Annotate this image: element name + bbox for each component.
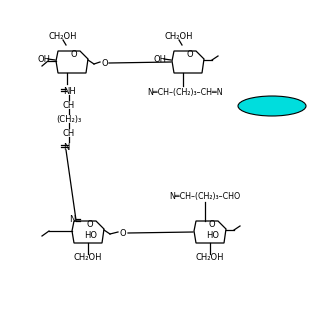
Text: CH₂OH: CH₂OH [165,31,193,41]
Text: N: N [63,142,69,151]
Text: CH: CH [63,129,75,138]
Text: N: N [69,214,75,223]
Text: N═CH–(CH₂)₃–CH═N: N═CH–(CH₂)₃–CH═N [147,87,223,97]
Text: O: O [120,228,126,237]
Text: CH₂OH: CH₂OH [74,253,102,262]
Text: NH: NH [63,86,76,95]
Text: (CH₂)₃: (CH₂)₃ [56,115,82,124]
Text: O: O [102,59,108,68]
Text: O: O [209,220,215,228]
Text: OH: OH [154,54,166,63]
Text: HO: HO [84,230,98,239]
Text: O: O [87,220,93,228]
Text: OH: OH [37,54,51,63]
Text: O: O [187,50,193,59]
Text: HO: HO [206,230,220,239]
Text: CH₂OH: CH₂OH [196,253,224,262]
Text: N═CH–(CH₂)₃–CHO: N═CH–(CH₂)₃–CHO [169,191,241,201]
Text: O: O [71,50,77,59]
Text: CH: CH [63,100,75,109]
Ellipse shape [238,96,306,116]
Text: chitosan: chitosan [253,101,291,110]
Text: CH₂OH: CH₂OH [49,31,77,41]
